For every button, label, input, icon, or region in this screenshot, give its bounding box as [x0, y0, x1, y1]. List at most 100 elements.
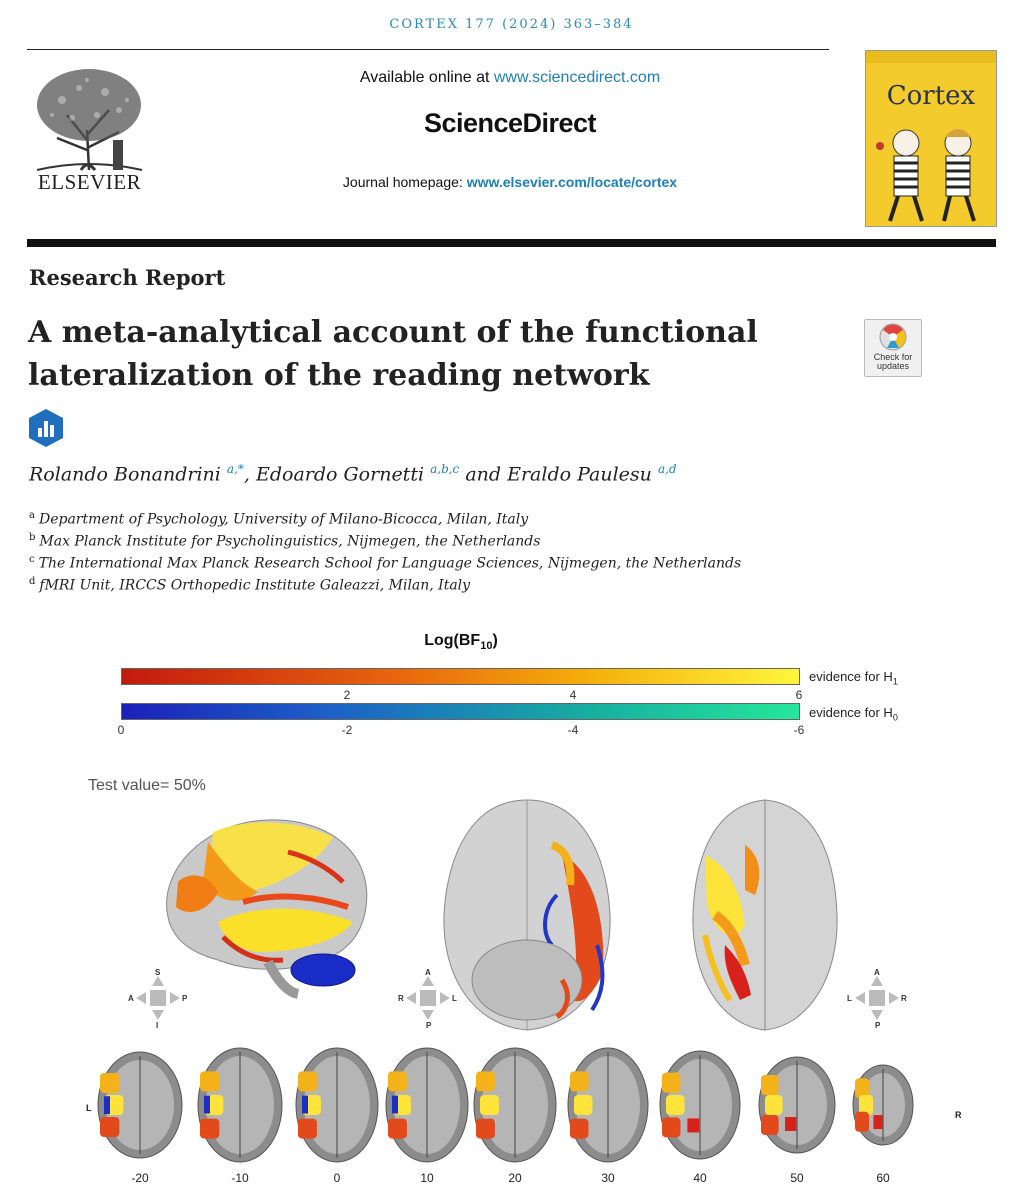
colorbar-tick: 4 — [569, 688, 577, 702]
slice-coordinate-label: -20 — [131, 1171, 149, 1185]
colorbar-h1-label: evidence for H1 — [809, 669, 898, 687]
affiliation-text: fMRI Unit, IRCCS Orthopedic Institute Ga… — [39, 577, 471, 594]
colorbar-tick: -4 — [567, 723, 579, 737]
colorbar-tick: 6 — [795, 688, 803, 702]
article-title-line: A meta-analytical account of the functio… — [28, 315, 758, 350]
compass-label: L — [847, 994, 852, 1003]
homepage-prefix: Journal homepage: — [342, 174, 467, 190]
lateral-brain-view — [166, 819, 368, 999]
affiliation-item: a Department of Psychology, University of… — [29, 505, 741, 528]
affiliation-key: b — [29, 532, 36, 543]
journal-reference: CORTEX 177 (2024) 363–384 — [389, 17, 634, 32]
compass-label: A — [874, 968, 880, 977]
slice-coordinate-label: 40 — [693, 1171, 707, 1185]
colorbar-tick: -2 — [341, 723, 353, 737]
author-name[interactable]: Edoardo Gornetti — [255, 463, 425, 486]
colorbar-tick: 0 — [117, 723, 125, 737]
colorbar-h0 — [121, 703, 800, 720]
axial-slice — [473, 1047, 557, 1163]
slice-right-label: R — [955, 1110, 962, 1120]
affiliation-text: Department of Psychology, University of … — [38, 511, 529, 528]
journal-homepage-line: Journal homepage: www.elsevier.com/locat… — [200, 174, 820, 190]
journal-cover[interactable]: Cortex — [865, 50, 997, 227]
article-type: Research Report — [29, 265, 226, 290]
compass-label: R — [398, 994, 404, 1003]
slice-coordinate-label: -10 — [231, 1171, 249, 1185]
h1-label-text: evidence for H — [809, 669, 893, 684]
compass-label: A — [425, 968, 431, 977]
slice-coordinate-label: 10 — [420, 1171, 434, 1185]
colorbar-tick: -6 — [793, 723, 805, 737]
cover-title: Cortex — [886, 81, 976, 111]
author-affiliation-marks[interactable]: a,b,c — [430, 462, 460, 476]
affiliation-item: b Max Planck Institute for Psycholinguist… — [29, 527, 741, 550]
axial-slice — [758, 1056, 836, 1154]
author-separator: and — [459, 463, 508, 486]
affiliation-key: d — [29, 576, 36, 587]
axial-slice — [385, 1047, 469, 1163]
slice-left-label: L — [86, 1103, 92, 1113]
elsevier-tree-logo — [36, 69, 143, 171]
affiliation-key: c — [29, 554, 35, 565]
test-value-label: Test value= 50% — [88, 777, 206, 794]
journal-homepage-link[interactable]: www.elsevier.com/locate/cortex — [466, 174, 678, 190]
author-separator: , — [243, 463, 256, 486]
available-online-line: Available online at www.sciencedirect.co… — [200, 69, 820, 87]
axial-slice — [659, 1050, 741, 1160]
crossmark-icon — [879, 323, 907, 351]
orientation-compass-inferior: A R L P — [398, 968, 457, 1028]
author-affiliation-marks[interactable]: a,* — [226, 462, 244, 476]
inferior-brain-view — [443, 799, 611, 1031]
axial-slice — [197, 1047, 283, 1163]
article-title: A meta-analytical account of the functio… — [28, 311, 818, 397]
slice-coordinate-label: 20 — [508, 1171, 522, 1185]
affiliation-list: a Department of Psychology, University of… — [29, 505, 742, 594]
platform-wordmark: ScienceDirect — [423, 108, 597, 138]
slice-coordinate-label: 0 — [333, 1171, 341, 1185]
research-data-icon[interactable] — [27, 408, 65, 448]
h1-label-sub: 1 — [892, 676, 898, 687]
compass-label: P — [875, 1021, 881, 1028]
article-title-line: lateralization of the reading network — [28, 358, 650, 393]
publisher-name: ELSEVIER — [37, 170, 142, 194]
author-affiliation-marks[interactable]: a,d — [657, 462, 677, 476]
affiliation-item: d fMRI Unit, IRCCS Orthopedic Institute G… — [29, 571, 741, 594]
available-online-prefix: Available online at — [359, 69, 494, 86]
author-name[interactable]: Rolando Bonandrini — [29, 463, 221, 486]
colorbar-h1 — [121, 668, 800, 685]
colorbar-title: Log(BF10) — [424, 632, 498, 653]
cover-illustration — [866, 51, 996, 222]
affiliation-text: Max Planck Institute for Psycholinguisti… — [39, 533, 541, 550]
colorbar-title-sub: 10 — [480, 640, 493, 653]
check-updates-label: Check for updates — [873, 352, 913, 371]
axial-slice — [852, 1064, 914, 1146]
affiliation-item: c The International Max Planck Research S… — [29, 549, 742, 572]
axial-slice — [295, 1047, 379, 1163]
slice-coordinate-label: 50 — [790, 1171, 804, 1185]
compass-label: P — [182, 994, 188, 1003]
superior-brain-view — [692, 799, 838, 1031]
affiliation-key: a — [29, 510, 35, 521]
compass-label: R — [901, 994, 907, 1003]
colorbar-h0-label: evidence for H0 — [809, 705, 898, 723]
orientation-compass-lateral: S A P I — [128, 968, 188, 1028]
author-name[interactable]: Eraldo Paulesu — [507, 463, 652, 486]
compass-label: A — [128, 994, 134, 1003]
h0-label-text: evidence for H — [809, 705, 893, 720]
affiliation-text: The International Max Planck Research Sc… — [38, 555, 742, 572]
author-list: Rolando Bonandrini a,*, Edoardo Gornetti… — [29, 462, 677, 485]
sciencedirect-link[interactable]: www.sciencedirect.com — [493, 69, 661, 86]
h0-label-sub: 0 — [892, 712, 898, 723]
title-rule — [27, 239, 996, 247]
slice-coordinate-label: 30 — [601, 1171, 615, 1185]
compass-label: L — [452, 994, 457, 1003]
colorbar-title-text: Log(BF — [424, 632, 481, 649]
compass-label: P — [426, 1021, 432, 1028]
check-for-updates-button[interactable]: Check for updates — [864, 319, 922, 377]
slice-coordinate-label: 60 — [876, 1171, 890, 1185]
header-rule — [27, 49, 829, 50]
axial-slice — [97, 1051, 183, 1159]
axial-slice — [567, 1047, 649, 1163]
colorbar-tick: 2 — [343, 688, 351, 702]
compass-label: S — [155, 968, 161, 977]
